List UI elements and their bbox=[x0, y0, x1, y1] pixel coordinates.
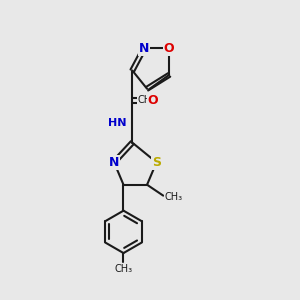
Text: N: N bbox=[139, 42, 149, 55]
Text: CH₃: CH₃ bbox=[137, 95, 155, 105]
Text: HN: HN bbox=[108, 118, 126, 128]
Text: O: O bbox=[164, 42, 175, 55]
Text: CH₃: CH₃ bbox=[165, 192, 183, 202]
Text: S: S bbox=[152, 156, 161, 169]
Text: O: O bbox=[148, 94, 158, 107]
Text: CH₃: CH₃ bbox=[114, 264, 133, 274]
Text: N: N bbox=[109, 156, 119, 169]
